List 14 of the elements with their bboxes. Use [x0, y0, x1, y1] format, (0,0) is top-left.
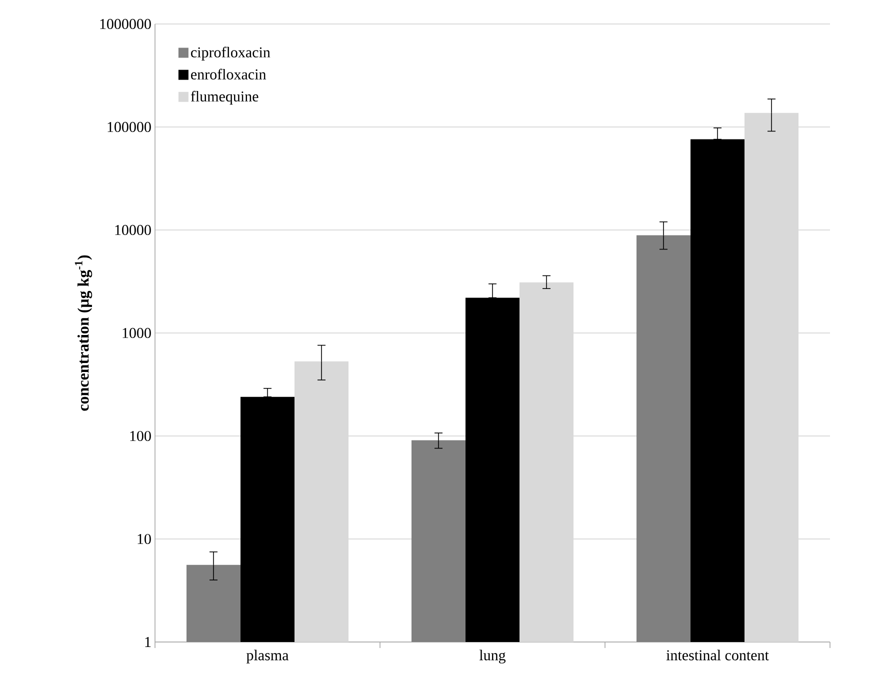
y-tick-label: 100000: [108, 122, 151, 132]
y-tick-label: 1: [145, 637, 151, 647]
y-tick-label: 10: [138, 534, 151, 544]
y-tick-label: 10000: [115, 224, 151, 236]
x-tick-label: plasma: [246, 650, 289, 664]
y-tick-label: 1000000: [100, 18, 151, 30]
legend-label: flumequine: [190, 90, 258, 105]
legend-label: ciprofloxacin: [191, 46, 270, 60]
legend-label: enrofloxacin: [191, 68, 266, 80]
y-tick-label: 100: [130, 430, 151, 442]
x-tick-label: intestinal content: [666, 650, 769, 660]
y-tick-label: 1000: [122, 328, 151, 338]
x-tick-label: lung: [479, 650, 506, 664]
y-axis-title: concentration (μg kg$^{-1}$): [74, 255, 92, 411]
